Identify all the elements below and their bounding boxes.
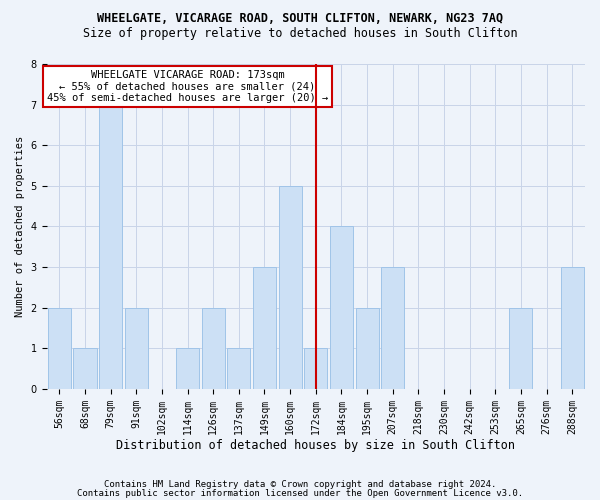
Text: WHEELGATE, VICARAGE ROAD, SOUTH CLIFTON, NEWARK, NG23 7AQ: WHEELGATE, VICARAGE ROAD, SOUTH CLIFTON,…: [97, 12, 503, 26]
Bar: [253, 267, 276, 389]
Bar: [356, 308, 379, 389]
Text: Contains public sector information licensed under the Open Government Licence v3: Contains public sector information licen…: [77, 489, 523, 498]
X-axis label: Distribution of detached houses by size in South Clifton: Distribution of detached houses by size …: [116, 440, 515, 452]
Bar: [99, 104, 122, 389]
Bar: [330, 226, 353, 389]
Bar: [381, 267, 404, 389]
Bar: [509, 308, 532, 389]
Bar: [278, 186, 302, 389]
Bar: [304, 348, 328, 389]
Bar: [73, 348, 97, 389]
Text: Size of property relative to detached houses in South Clifton: Size of property relative to detached ho…: [83, 28, 517, 40]
Text: WHEELGATE VICARAGE ROAD: 173sqm
← 55% of detached houses are smaller (24)
45% of: WHEELGATE VICARAGE ROAD: 173sqm ← 55% of…: [47, 70, 328, 103]
Bar: [48, 308, 71, 389]
Y-axis label: Number of detached properties: Number of detached properties: [15, 136, 25, 317]
Bar: [227, 348, 250, 389]
Text: Contains HM Land Registry data © Crown copyright and database right 2024.: Contains HM Land Registry data © Crown c…: [104, 480, 496, 489]
Bar: [560, 267, 584, 389]
Bar: [176, 348, 199, 389]
Bar: [125, 308, 148, 389]
Bar: [202, 308, 225, 389]
